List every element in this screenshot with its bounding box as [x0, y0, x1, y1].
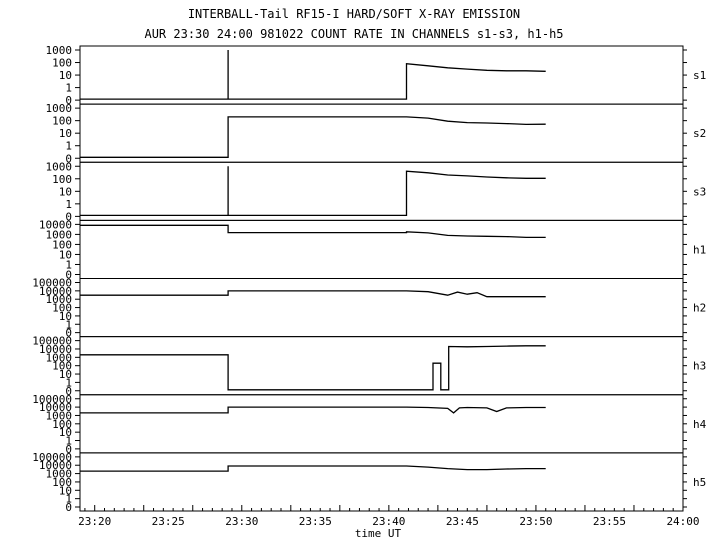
y-tick-label: 10: [59, 248, 72, 261]
panel-label-s3: s3: [693, 185, 706, 198]
y-tick-label: 10: [59, 426, 72, 439]
panel-frame: [79, 336, 684, 396]
y-tick-label: 0: [65, 443, 72, 456]
y-tick-label: 1000: [46, 44, 73, 57]
y-tick-label: 1000: [46, 351, 73, 364]
y-tick-label: 1: [65, 82, 72, 95]
panel-label-h4: h4: [693, 418, 707, 431]
x-tick-label: 23:25: [152, 515, 185, 528]
y-tick-label: 10: [59, 484, 72, 497]
y-tick-label: 10: [59, 185, 72, 198]
y-tick-label: 10000: [39, 459, 72, 472]
panel-frame: [79, 278, 684, 338]
y-tick-label: 1000: [46, 160, 73, 173]
panel-label-h3: h3: [693, 360, 706, 373]
series-line-s3: [80, 166, 546, 217]
y-tick-label: 1: [65, 198, 72, 211]
y-tick-label: 10: [59, 368, 72, 381]
y-tick-label: 100: [52, 238, 72, 251]
y-tick-label: 100: [52, 360, 72, 373]
series-line-h5: [80, 465, 546, 472]
y-tick-label: 10000: [39, 218, 72, 231]
x-axis: 23:20 23:25 23:30 23:35 23:40 23:45 23:50 23:55…: [78, 505, 700, 528]
panel-label-h1: h1: [693, 243, 706, 256]
series-line-h3: [80, 345, 546, 391]
y-tick-label: 100000: [32, 451, 72, 464]
x-tick-label: 23:35: [299, 515, 332, 528]
x-tick-label: 23:40: [372, 515, 405, 528]
y-tick-label: 1: [65, 376, 72, 389]
y-tick-label: 1: [65, 258, 72, 271]
y-tick-label: 100: [52, 173, 72, 186]
y-tick-label: 0: [65, 94, 72, 107]
y-tick-label: 0: [65, 152, 72, 165]
x-tick-label: 24:00: [666, 515, 699, 528]
y-tick-label: 100: [52, 57, 72, 70]
series-line-s2: [80, 116, 546, 158]
y-tick-label: 1000: [46, 293, 73, 306]
x-tick-label: 23:20: [78, 515, 111, 528]
y-tick-label: 10: [59, 69, 72, 82]
panel-frame: [79, 219, 684, 279]
x-tick-label: 23:45: [446, 515, 479, 528]
panel-label-h2: h2: [693, 302, 706, 315]
y-tick-label: 10: [59, 127, 72, 140]
panel-label-h5: h5: [693, 476, 706, 489]
series-line-h1: [80, 224, 546, 239]
y-tick-label: 10000: [39, 343, 72, 356]
y-tick-label: 100: [52, 302, 72, 315]
y-tick-label: 1: [65, 318, 72, 331]
y-tick-label: 100: [52, 418, 72, 431]
panel-frame: [79, 161, 684, 221]
series-line-s1: [80, 50, 546, 100]
chart-subtitle: AUR 23:30 24:00 981022 COUNT RATE IN CHA…: [144, 27, 563, 41]
y-tick-label: 1: [65, 493, 72, 506]
y-tick-label: 1000: [46, 468, 73, 481]
y-tick-label: 0: [65, 327, 72, 340]
y-tick-label: 10000: [39, 285, 72, 298]
y-tick-label: 10: [59, 310, 72, 323]
series-line-h2: [80, 290, 546, 298]
y-tick-label: 1000: [46, 102, 73, 115]
panel-frame: [79, 45, 684, 105]
panel-label-s2: s2: [693, 127, 706, 140]
y-tick-label: 10000: [39, 401, 72, 414]
panel-frame: [79, 103, 684, 163]
x-tick-label: 23:55: [593, 515, 626, 528]
y-tick-label: 1: [65, 140, 72, 153]
y-tick-label: 0: [65, 385, 72, 398]
chart-title: INTERBALL-Tail RF15-I HARD/SOFT X-RAY EM…: [188, 7, 520, 21]
x-axis-label: time UT: [355, 527, 402, 540]
x-tick-label: 23:30: [225, 515, 258, 528]
panel-frame: [79, 452, 684, 512]
y-tick-label: 100: [52, 476, 72, 489]
panels-group: 10001001010s110001001010s210001001010s31…: [32, 44, 706, 514]
y-tick-label: 1: [65, 435, 72, 448]
y-tick-label: 1000: [46, 409, 73, 422]
y-tick-label: 1000: [46, 228, 73, 241]
x-tick-label: 23:50: [519, 515, 552, 528]
panel-frame: [79, 394, 684, 454]
y-tick-label: 100: [52, 115, 72, 128]
series-line-h4: [80, 406, 546, 414]
y-tick-label: 100000: [32, 393, 72, 406]
y-tick-label: 0: [65, 269, 72, 282]
y-tick-label: 0: [65, 210, 72, 223]
panel-label-s1: s1: [693, 69, 706, 82]
y-tick-label: 100000: [32, 277, 72, 290]
y-tick-label: 0: [65, 501, 72, 514]
y-tick-label: 100000: [32, 335, 72, 348]
